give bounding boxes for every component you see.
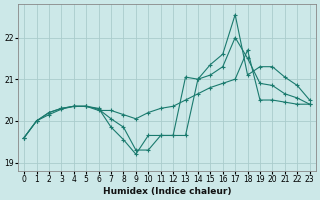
X-axis label: Humidex (Indice chaleur): Humidex (Indice chaleur) [103,187,231,196]
